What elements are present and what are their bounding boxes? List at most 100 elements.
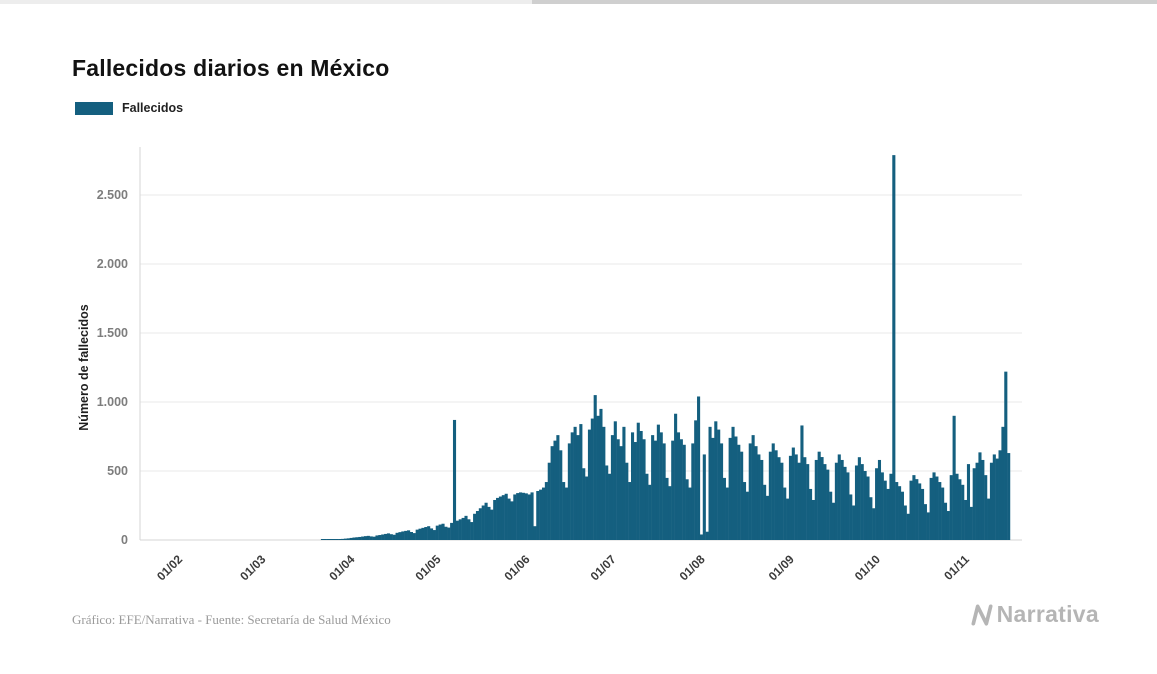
bar	[579, 424, 583, 540]
bar	[843, 466, 847, 540]
bar	[608, 473, 612, 540]
bar	[860, 464, 864, 540]
screen-top-edge	[0, 0, 1157, 4]
bar	[498, 496, 503, 540]
bar	[553, 440, 557, 540]
bar	[521, 492, 525, 540]
bar	[829, 491, 833, 540]
x-tick-label: 01/11	[941, 552, 972, 583]
bar	[375, 535, 379, 540]
bar	[685, 479, 689, 540]
bar	[895, 482, 899, 540]
bar	[757, 454, 761, 540]
bar	[949, 475, 953, 540]
bar	[926, 512, 930, 540]
bar	[326, 539, 330, 540]
bar	[346, 538, 350, 540]
bar	[610, 435, 614, 540]
bar	[852, 505, 856, 540]
bar	[717, 429, 721, 540]
bar	[740, 451, 744, 540]
bar	[340, 538, 345, 540]
bar	[392, 534, 396, 540]
bar	[593, 395, 597, 540]
bar	[671, 440, 675, 540]
source-credit: Gráfico: EFE/Narrativa - Fuente: Secreta…	[72, 612, 391, 627]
bar	[430, 528, 434, 540]
bar	[898, 486, 902, 540]
bar	[955, 473, 959, 540]
narrativa-icon	[971, 603, 993, 626]
bar	[490, 509, 494, 540]
bar	[943, 502, 948, 540]
bar	[645, 473, 649, 540]
bar	[352, 537, 356, 540]
bar	[992, 454, 996, 540]
bar	[688, 487, 692, 540]
bar	[349, 537, 353, 540]
narrativa-wordmark: Narrativa	[996, 601, 1099, 627]
bar	[567, 443, 571, 540]
bar	[872, 508, 876, 540]
bar	[961, 484, 965, 540]
bar	[570, 432, 574, 540]
bar	[892, 155, 896, 540]
bar	[625, 462, 629, 540]
bar	[857, 457, 861, 540]
bar	[883, 480, 887, 540]
bar	[587, 429, 592, 540]
bar	[467, 519, 471, 540]
narrativa-logo: Narrativa	[969, 601, 1099, 628]
bar	[981, 459, 985, 540]
bar	[389, 534, 393, 540]
bar	[765, 495, 770, 540]
bar	[972, 468, 976, 540]
bar	[438, 524, 442, 540]
bar	[877, 459, 882, 540]
bar	[633, 442, 637, 540]
bar	[691, 443, 695, 540]
bar	[714, 421, 718, 540]
bar	[809, 488, 813, 540]
bar	[771, 443, 775, 540]
bar	[398, 532, 402, 540]
bar	[711, 437, 715, 540]
bar	[918, 483, 922, 540]
bar	[576, 435, 580, 540]
bar	[932, 472, 936, 540]
bar	[343, 538, 347, 540]
bar	[630, 432, 635, 540]
bar	[536, 491, 540, 540]
bar	[668, 486, 672, 540]
bar	[751, 435, 755, 540]
bar	[780, 462, 784, 540]
bar	[338, 539, 342, 540]
bar	[539, 489, 543, 540]
bar	[320, 539, 324, 540]
bar	[435, 525, 439, 540]
bar	[458, 519, 462, 540]
bar	[544, 482, 548, 540]
bar	[676, 432, 681, 540]
bar	[763, 484, 767, 540]
bar	[452, 419, 457, 540]
x-tick-label: 01/05	[412, 552, 443, 583]
bar	[519, 492, 523, 540]
bar	[335, 539, 339, 540]
bar	[794, 454, 798, 540]
bar	[582, 468, 586, 540]
bar	[774, 450, 778, 540]
bar	[866, 476, 870, 540]
bar	[599, 408, 603, 540]
bar	[800, 425, 804, 540]
bar	[760, 459, 764, 540]
bar	[722, 477, 726, 540]
bar	[507, 498, 511, 540]
bar	[788, 455, 793, 540]
bar	[564, 487, 569, 540]
bar	[742, 482, 747, 540]
x-tick-label: 01/09	[766, 552, 797, 583]
bar	[513, 494, 517, 540]
bar	[504, 493, 508, 540]
